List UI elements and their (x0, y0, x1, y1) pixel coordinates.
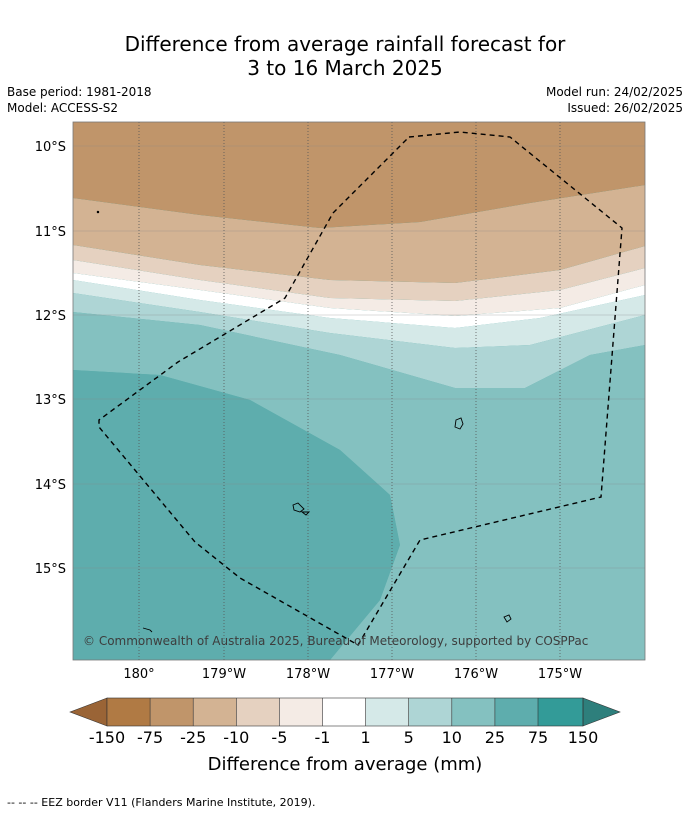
latitude-gridlines (73, 145, 645, 569)
colorbar: -150 -75 -25 -10 -5 -1 1 5 10 25 75 150 … (69, 697, 621, 775)
colorbar-labels: -150 -75 -25 -10 -5 -1 1 5 10 25 75 150 (89, 728, 598, 747)
band-1-5 (73, 280, 645, 348)
model-text: Model: ACCESS-S2 (7, 101, 119, 115)
colorbar-dividers (149, 698, 539, 726)
lon-label: 175°W (538, 667, 582, 682)
band-minus10-minus5 (73, 245, 645, 301)
colorbar-label: 75 (528, 728, 548, 747)
meta-right: Model run: 24/02/2025 Issued: 26/02/2025 (546, 84, 683, 116)
lon-label: 177°W (370, 667, 414, 682)
lat-label: 15°S (35, 562, 66, 577)
lat-label: 14°S (35, 478, 66, 493)
band-minus5-minus1 (73, 260, 645, 316)
lon-label: 176°W (454, 667, 498, 682)
colorbar-swatch (236, 698, 280, 726)
colorbar-label: -25 (180, 728, 206, 747)
colorbar-label: -5 (271, 728, 287, 747)
lat-label: 11°S (35, 225, 66, 240)
band-25-75 (73, 370, 400, 660)
colorbar-label: 1 (361, 728, 371, 747)
band-5-10 (73, 293, 645, 388)
eez-border (98, 131, 623, 646)
colorbar-swatch (107, 698, 151, 726)
island-northwest (96, 210, 100, 214)
lon-label: 178°W (286, 667, 330, 682)
colorbar-swatch (538, 698, 583, 726)
meta-left: Base period: 1981-2018 Model: ACCESS-S2 (7, 84, 152, 116)
colorbar-label: -75 (137, 728, 163, 747)
colorbar-swatch (193, 698, 237, 726)
longitude-labels: 180° 179°W 178°W 177°W 176°W 175°W (123, 667, 582, 682)
colorbar-label: 25 (485, 728, 505, 747)
base-period-text: Base period: 1981-2018 (7, 85, 152, 99)
issued-text: Issued: 26/02/2025 (567, 101, 683, 115)
colorbar-extend-high (582, 697, 621, 727)
colorbar-label: 150 (568, 728, 599, 747)
colorbar-swatch (408, 698, 452, 726)
colorbar-label: 10 (442, 728, 462, 747)
colorbar-label: -10 (223, 728, 249, 747)
colorbar-label: 5 (404, 728, 414, 747)
lat-label: 10°S (35, 140, 66, 155)
islands (96, 210, 512, 633)
map-title-line-1: Difference from average rainfall forecas… (124, 32, 566, 56)
footer-eez-note: -- -- -- EEZ border V11 (Flanders Marine… (7, 796, 316, 809)
colorbar-extend-low (69, 697, 108, 727)
lon-label: 179°W (202, 667, 246, 682)
band-minus75-minus25 (73, 122, 645, 228)
map-frame (72, 121, 646, 661)
colorbar-swatch (279, 698, 323, 726)
colorbar-swatch (322, 698, 366, 726)
latitude-labels: 10°S 11°S 12°S 13°S 14°S 15°S (35, 140, 66, 577)
colorbar-label: -1 (315, 728, 331, 747)
map-title-line-2: 3 to 16 March 2025 (247, 56, 443, 80)
colorbar-outline (106, 697, 584, 727)
rainfall-map (73, 122, 645, 660)
model-run-text: Model run: 24/02/2025 (545, 85, 683, 99)
colorbar-label: -150 (89, 728, 125, 747)
island-central-b (300, 511, 311, 516)
colorbar-swatch (451, 698, 495, 726)
island-south (503, 614, 512, 623)
lat-label: 12°S (35, 309, 66, 324)
lat-label: 13°S (35, 393, 66, 408)
colorbar-swatch (494, 698, 538, 726)
copyright-text: © Commonwealth of Australia 2025, Bureau… (83, 634, 588, 648)
band-minus25-minus10 (73, 185, 645, 283)
island-east (454, 417, 464, 430)
lon-label: 180° (123, 667, 154, 682)
island-southwest (142, 627, 153, 633)
band-minus1-1 (73, 273, 645, 328)
island-central-a (292, 502, 305, 513)
colorbar-title: Difference from average (mm) (208, 754, 483, 775)
colorbar-swatch (365, 698, 409, 726)
colorbar-swatch (150, 698, 194, 726)
